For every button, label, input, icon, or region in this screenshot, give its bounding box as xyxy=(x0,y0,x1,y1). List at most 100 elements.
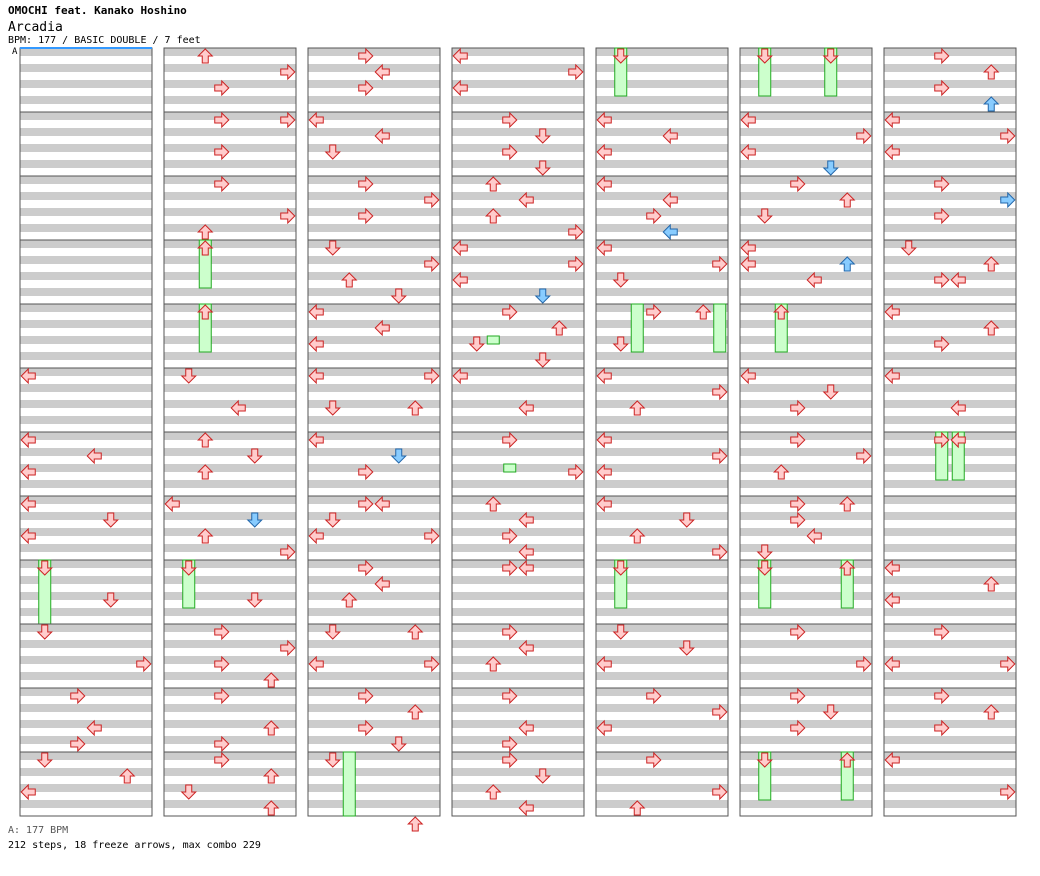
beat-stripe xyxy=(740,728,872,736)
step-arrow xyxy=(502,735,518,753)
beat-stripe xyxy=(308,736,440,744)
measure xyxy=(163,175,297,241)
beat-stripe xyxy=(884,232,1016,240)
beat-stripe xyxy=(596,680,728,688)
beat-stripe xyxy=(20,608,152,616)
measure xyxy=(19,495,153,561)
beat-stripe xyxy=(740,432,872,440)
beat-stripe xyxy=(452,624,584,632)
beat-stripe xyxy=(884,632,1016,640)
step-arrow xyxy=(308,303,324,321)
beat-stripe xyxy=(308,624,440,632)
beat-stripe xyxy=(452,680,584,688)
step-arrow xyxy=(214,655,230,673)
beat-stripe xyxy=(884,248,1016,256)
step-arrow xyxy=(246,592,263,608)
beat-stripe xyxy=(20,368,152,376)
measure xyxy=(163,239,297,305)
step-arrow xyxy=(308,335,324,353)
beat-stripe xyxy=(596,48,728,56)
step-arrow xyxy=(740,111,756,129)
step-arrow xyxy=(596,719,612,737)
beat-stripe xyxy=(596,784,728,792)
beat-stripe xyxy=(884,568,1016,576)
step-arrow xyxy=(374,495,390,513)
beat-stripe xyxy=(308,768,440,776)
beat-stripe xyxy=(884,784,1016,792)
beat-stripe xyxy=(740,664,872,672)
beat-stripe xyxy=(740,624,872,632)
beat-stripe xyxy=(308,584,440,592)
beat-stripe xyxy=(164,360,296,368)
beat-stripe xyxy=(164,800,296,808)
bpm-marker-label: A xyxy=(12,47,18,57)
beat-stripe xyxy=(596,80,728,88)
beat-stripe xyxy=(884,336,1016,344)
beat-stripe xyxy=(884,184,1016,192)
beat-stripe xyxy=(20,672,152,680)
step-arrow xyxy=(197,48,214,64)
step-arrow xyxy=(740,143,756,161)
beat-stripe xyxy=(452,776,584,784)
step-arrow xyxy=(20,463,36,481)
beat-stripe xyxy=(596,88,728,96)
measure xyxy=(595,111,729,177)
step-arrow xyxy=(983,256,1000,272)
beat-stripe xyxy=(596,640,728,648)
measure xyxy=(19,623,153,689)
beat-stripe xyxy=(308,168,440,176)
beat-stripe xyxy=(596,736,728,744)
beat-stripe xyxy=(164,624,296,632)
beat-stripe xyxy=(452,808,584,816)
measure xyxy=(595,303,729,369)
beat-stripe xyxy=(308,128,440,136)
beat-stripe xyxy=(596,392,728,400)
beat-stripe xyxy=(740,640,872,648)
beat-stripe xyxy=(740,368,872,376)
beat-stripe xyxy=(740,576,872,584)
step-arrow xyxy=(983,64,1000,80)
beat-stripe xyxy=(164,376,296,384)
beat-stripe xyxy=(596,160,728,168)
beat-stripe xyxy=(164,112,296,120)
step-arrow xyxy=(197,432,214,448)
measure xyxy=(595,559,729,625)
beat-stripe xyxy=(884,160,1016,168)
beat-stripe xyxy=(452,728,584,736)
step-arrow xyxy=(756,208,773,224)
beat-stripe xyxy=(740,440,872,448)
step-arrow xyxy=(502,687,518,705)
measure-border xyxy=(19,751,153,817)
beat-stripe xyxy=(452,216,584,224)
beat-stripe xyxy=(20,592,152,600)
beat-stripe xyxy=(308,640,440,648)
beat-stripe xyxy=(20,456,152,464)
measure xyxy=(163,367,297,433)
beat-stripe xyxy=(596,448,728,456)
beat-stripe xyxy=(452,304,584,312)
beat-stripe xyxy=(884,760,1016,768)
beat-stripe xyxy=(164,272,296,280)
step-arrow xyxy=(36,560,53,576)
step-arrow xyxy=(518,399,534,417)
step-arrow xyxy=(822,704,839,720)
beat-stripe xyxy=(740,704,872,712)
beat-stripe xyxy=(740,616,872,624)
step-arrow xyxy=(983,704,1000,720)
freeze-arrow xyxy=(713,303,727,353)
beat-stripe xyxy=(164,496,296,504)
beat-stripe xyxy=(884,672,1016,680)
beat-stripe xyxy=(20,208,152,216)
measure xyxy=(739,559,873,625)
measure-border xyxy=(451,751,585,817)
step-arrow xyxy=(612,560,629,576)
beat-stripe xyxy=(884,224,1016,232)
beat-stripe xyxy=(452,464,584,472)
step-arrow xyxy=(596,431,612,449)
beat-stripe xyxy=(20,576,152,584)
beat-stripe xyxy=(740,672,872,680)
beat-stripe xyxy=(20,120,152,128)
beat-stripe xyxy=(308,256,440,264)
step-arrow xyxy=(280,639,296,657)
beat-stripe xyxy=(740,632,872,640)
